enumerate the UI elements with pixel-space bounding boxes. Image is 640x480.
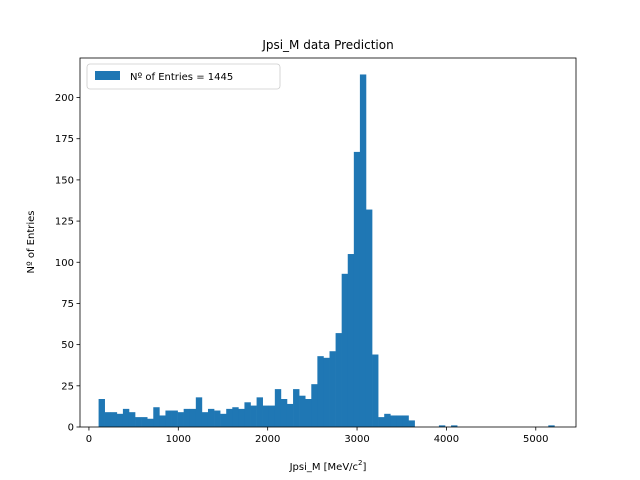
legend: Nº of Entries = 1445 [86, 63, 281, 90]
histogram-bar [177, 412, 184, 427]
histogram-bar [171, 410, 178, 427]
y-tick-label: 100 [55, 258, 74, 269]
histogram-bar [372, 354, 379, 427]
histogram-bar [317, 356, 324, 427]
histogram-bar [359, 74, 367, 427]
histogram-bar [110, 412, 118, 427]
legend-box [86, 63, 281, 90]
x-axis-label-main: Jpsi_M [MeV/c [289, 462, 358, 473]
x-tick-label: 0 [86, 434, 92, 445]
x-axis-label-superscript: 2 [358, 459, 362, 467]
histogram-bar [335, 333, 342, 427]
histogram-bar [135, 417, 142, 427]
x-tick-label: 5000 [523, 434, 548, 445]
y-tick-label: 150 [55, 175, 74, 186]
histogram-bar [189, 408, 197, 427]
histogram-bar [238, 408, 245, 427]
histogram-bar [116, 413, 124, 427]
histogram-bar [280, 399, 288, 427]
histogram-bar [214, 410, 221, 427]
histogram-bar [402, 415, 409, 427]
x-tick-label: 1000 [166, 434, 191, 445]
y-tick-label: 175 [55, 134, 74, 145]
histogram-bar [323, 357, 330, 427]
histogram-bar [329, 351, 336, 427]
histogram-bar [250, 405, 257, 427]
histogram-bar [299, 395, 306, 427]
histogram-bar [311, 384, 318, 427]
y-tick-label: 75 [61, 299, 74, 310]
y-tick-label: 50 [61, 340, 74, 351]
histogram-bar [341, 273, 349, 427]
histogram-bar [274, 389, 282, 427]
bars-group [98, 74, 555, 427]
histogram-bar [128, 412, 136, 427]
histogram-bar [305, 399, 312, 427]
histogram-bar [183, 408, 191, 427]
y-tick-label: 125 [55, 217, 74, 228]
y-axis-label: Nº of Entries [26, 210, 37, 273]
histogram-bar [353, 151, 361, 427]
y-axis-ticks: 0 25 50 75 100 125 150 175 200 [55, 93, 80, 434]
histogram-bar [438, 425, 446, 427]
y-tick-label: 25 [61, 381, 74, 392]
histogram-bar [347, 254, 355, 427]
histogram-bar [365, 209, 373, 427]
legend-swatch [95, 71, 120, 80]
histogram-bar [104, 412, 112, 427]
legend-label: Nº of Entries = 1445 [130, 72, 233, 83]
histogram-bar [408, 420, 415, 427]
x-axis-label-tail: ] [363, 462, 367, 473]
histogram-bar [548, 425, 555, 427]
histogram-bar [384, 413, 391, 427]
histogram-bar [293, 389, 300, 427]
histogram-bar [207, 408, 215, 427]
histogram-bar [195, 397, 203, 427]
histogram-bar [141, 417, 148, 427]
histogram-bar [122, 408, 130, 427]
histogram-bar [147, 418, 154, 427]
y-tick-label: 0 [68, 423, 74, 434]
histogram-bar [226, 408, 233, 427]
x-tick-label: 4000 [434, 434, 459, 445]
histogram-bar [220, 413, 227, 427]
histogram-bar [232, 407, 239, 427]
histogram-bar [262, 405, 270, 427]
y-tick-label: 200 [55, 93, 74, 104]
histogram-bar [153, 407, 160, 427]
x-tick-label: 3000 [344, 434, 369, 445]
histogram-bar [378, 417, 385, 427]
histogram-bar [165, 410, 172, 427]
histogram-bar [256, 397, 263, 427]
x-axis-ticks: 0 1000 2000 3000 4000 5000 [86, 427, 549, 445]
histogram-bar [244, 402, 251, 427]
histogram-bar [286, 403, 294, 427]
histogram-bar [201, 412, 209, 427]
histogram-bar [390, 415, 397, 427]
x-axis-label: Jpsi_M [MeV/c2] [289, 459, 367, 473]
histogram-bar [451, 425, 458, 427]
histogram-bar [159, 415, 166, 427]
x-tick-label: 2000 [255, 434, 280, 445]
plot-frame [79, 57, 577, 428]
histogram-bar [396, 415, 403, 427]
histogram-bar [268, 405, 276, 427]
histogram-bar [98, 399, 105, 427]
chart-title: Jpsi_M data Prediction [261, 38, 393, 52]
